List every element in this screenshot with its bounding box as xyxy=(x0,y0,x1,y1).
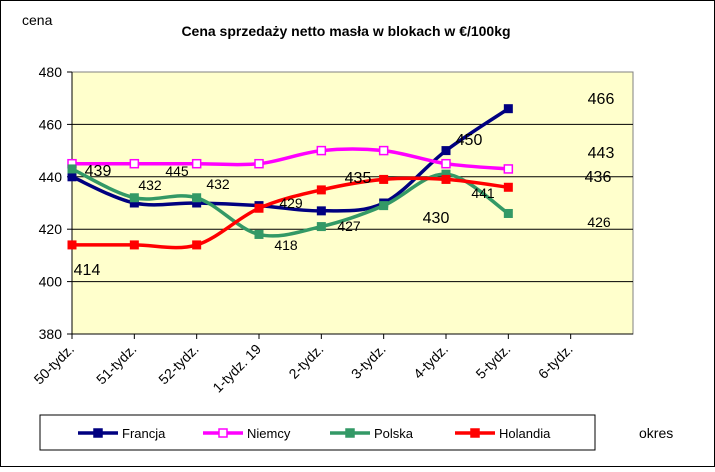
series-point-niemcy xyxy=(503,164,514,174)
series-point-niemcy xyxy=(316,145,327,156)
legend: Francja Niemcy Polska Holandia xyxy=(78,426,551,441)
series-point-niemcy xyxy=(191,158,202,169)
series-point-polska xyxy=(503,208,513,218)
series-point-francja xyxy=(316,206,326,216)
data-label: 435 xyxy=(345,170,372,187)
y-tick-label: 420 xyxy=(39,221,63,237)
series-point-holandia xyxy=(67,240,77,250)
series-point-polska xyxy=(379,201,389,211)
legend-marker-polska xyxy=(345,428,355,438)
series-point-holandia xyxy=(441,174,451,184)
series-point-polska xyxy=(192,193,202,203)
data-label: 429 xyxy=(279,195,303,211)
series-point-holandia xyxy=(254,203,264,213)
legend-box xyxy=(39,414,596,451)
legend-label-holandia: Holandia xyxy=(499,426,551,441)
data-label: 427 xyxy=(337,218,361,234)
series-point-polska xyxy=(316,222,326,232)
y-tick-label: 440 xyxy=(39,169,63,185)
legend-label-polska: Polska xyxy=(374,426,414,441)
data-label: 445 xyxy=(165,163,189,179)
series-point-francja xyxy=(503,104,513,114)
legend-marker-francja xyxy=(93,428,103,438)
series-point-holandia xyxy=(316,185,326,195)
data-label: 443 xyxy=(588,145,615,162)
series-point-polska xyxy=(129,193,139,203)
y-tick-label: 480 xyxy=(39,64,63,80)
series-point-niemcy xyxy=(254,158,264,169)
series-point-holandia xyxy=(192,240,202,250)
data-label: 436 xyxy=(585,169,612,186)
data-label: 430 xyxy=(423,210,450,227)
legend-label-niemcy: Niemcy xyxy=(247,426,291,441)
series-point-francja xyxy=(441,146,451,156)
data-label: 466 xyxy=(588,91,615,108)
series-point-niemcy xyxy=(129,158,140,169)
series-point-holandia xyxy=(379,174,389,184)
grid-layer xyxy=(72,123,633,283)
chart-title: Cena sprzedaży netto masła w blokach w €… xyxy=(181,23,510,39)
y-tick-label: 460 xyxy=(39,116,63,132)
series-point-niemcy xyxy=(378,145,389,156)
series-polska xyxy=(67,164,513,239)
series-point-polska xyxy=(254,229,264,239)
y-tick-label: 380 xyxy=(39,326,63,342)
series-point-niemcy xyxy=(441,158,451,169)
series-point-polska xyxy=(67,164,77,174)
data-label: 439 xyxy=(85,163,112,180)
data-label: 418 xyxy=(274,237,298,253)
series-point-holandia xyxy=(129,240,139,250)
legend-marker-niemcy xyxy=(218,428,228,438)
data-label: 426 xyxy=(587,214,611,230)
series-line-polska xyxy=(71,167,510,238)
y-tick-label: 400 xyxy=(39,274,63,290)
series-line-niemcy xyxy=(71,147,509,171)
series-layer xyxy=(67,104,514,250)
data-label: 414 xyxy=(74,262,101,279)
series-holandia xyxy=(67,174,513,250)
series-point-francja xyxy=(67,172,77,182)
legend-label-francja: Francja xyxy=(122,426,166,441)
y-axis-label: cena xyxy=(22,12,53,28)
x-axis-label: okres xyxy=(639,425,673,441)
data-label: 432 xyxy=(138,177,162,193)
data-label: 432 xyxy=(206,176,230,192)
data-label: 450 xyxy=(456,132,483,149)
series-line-holandia xyxy=(71,176,509,250)
data-label: 441 xyxy=(471,185,495,201)
legend-marker-holandia xyxy=(470,428,480,438)
series-point-holandia xyxy=(503,182,513,192)
